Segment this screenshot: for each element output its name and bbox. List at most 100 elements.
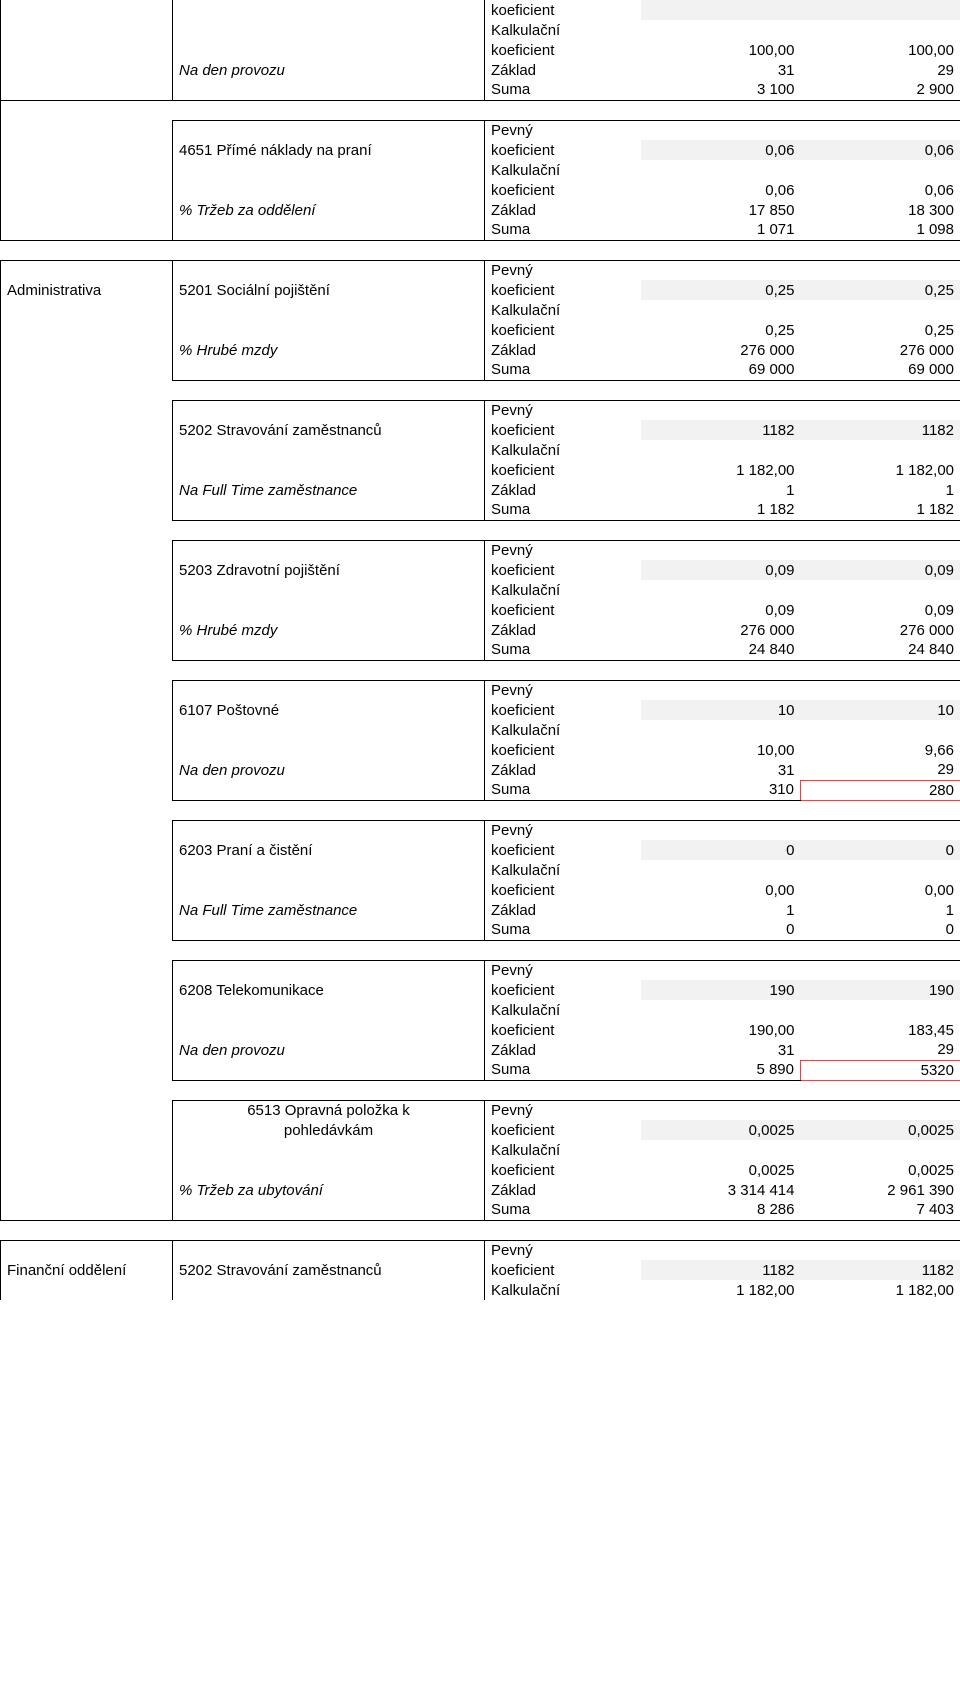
metric-label: Základ <box>485 1040 641 1060</box>
account-title: 5203 Zdravotní pojištění <box>173 560 485 580</box>
metric-label: koeficient <box>485 420 641 440</box>
value-cell: 29 <box>801 760 960 780</box>
value-cell: 1 182,00 <box>641 460 801 480</box>
metric-label: Suma <box>485 220 641 240</box>
value-cell: 0,25 <box>801 320 960 340</box>
value-cell: 10 <box>641 700 801 720</box>
value-cell: 0,09 <box>641 600 801 620</box>
metric-label: koeficient <box>485 140 641 160</box>
value-cell: 31 <box>641 1040 801 1060</box>
value-cell: 190 <box>641 980 801 1000</box>
cell-blank <box>1 0 173 20</box>
metric-label: koeficient <box>485 840 641 860</box>
value-cell: 1 182,00 <box>641 1280 801 1300</box>
value-cell: 0,06 <box>641 180 801 200</box>
metric-label: koeficient <box>485 280 641 300</box>
metric-label: Suma <box>485 1060 641 1080</box>
value-cell: 276 000 <box>801 620 960 640</box>
value-cell: 1182 <box>641 420 801 440</box>
highlighted-cell: 5320 <box>801 1060 960 1080</box>
value-cell: 69 000 <box>801 360 960 380</box>
value-cell: 1 <box>801 480 960 500</box>
metric-label: koeficient <box>485 1120 641 1140</box>
value-cell: 276 000 <box>641 620 801 640</box>
value-cell: 0,25 <box>641 320 801 340</box>
metric-label: koeficient <box>485 1160 641 1180</box>
value-cell: 0,0025 <box>641 1160 801 1180</box>
metric-label: koeficient <box>485 560 641 580</box>
row-driver: Na den provozu <box>173 60 485 80</box>
metric-label: Kalkulační <box>485 1000 641 1020</box>
value-cell: 0,09 <box>641 560 801 580</box>
value-cell: 1 098 <box>801 220 960 240</box>
value-cell: 17 850 <box>641 200 801 220</box>
metric-label: koeficient <box>485 0 641 20</box>
value-cell: 100,00 <box>801 40 960 60</box>
value-cell: 310 <box>641 780 801 800</box>
value-cell: 1 182,00 <box>801 1280 960 1300</box>
metric-label: Základ <box>485 340 641 360</box>
value-cell <box>641 0 801 20</box>
highlighted-cell: 280 <box>801 780 960 800</box>
metric-label: koeficient <box>485 600 641 620</box>
metric-label: Kalkulační <box>485 720 641 740</box>
row-driver: % Tržeb za ubytování <box>173 1180 485 1200</box>
metric-label: Základ <box>485 60 641 80</box>
metric-label: Kalkulační <box>485 440 641 460</box>
value-cell: 31 <box>641 760 801 780</box>
value-cell: 190 <box>801 980 960 1000</box>
row-driver: Na den provozu <box>173 760 485 780</box>
value-cell <box>801 0 960 20</box>
value-cell: 24 840 <box>641 640 801 660</box>
metric-label: koeficient <box>485 180 641 200</box>
value-cell: 18 300 <box>801 200 960 220</box>
value-cell: 0,0025 <box>801 1160 960 1180</box>
row-driver: % Tržeb za oddělení <box>173 200 485 220</box>
value-cell: 0,00 <box>801 880 960 900</box>
cost-table: koeficient Kalkulační koeficient 100,00 … <box>0 0 960 1300</box>
value-cell: 1182 <box>801 420 960 440</box>
value-cell: 1182 <box>801 1260 960 1280</box>
value-cell: 1 <box>641 900 801 920</box>
value-cell: 10,00 <box>641 740 801 760</box>
cell-blank <box>1 260 173 280</box>
value-cell: 9,66 <box>801 740 960 760</box>
metric-label: Základ <box>485 200 641 220</box>
metric-label: Pevný <box>485 1100 641 1120</box>
metric-label: Pevný <box>485 680 641 700</box>
metric-label: Základ <box>485 620 641 640</box>
value-cell: 1 <box>641 480 801 500</box>
metric-label: koeficient <box>485 40 641 60</box>
metric-label: Suma <box>485 640 641 660</box>
row-driver: Na Full Time zaměstnance <box>173 900 485 920</box>
value-cell: 190,00 <box>641 1020 801 1040</box>
value-cell: 0,09 <box>801 600 960 620</box>
value-cell: 7 403 <box>801 1200 960 1220</box>
value-cell: 5 890 <box>641 1060 801 1080</box>
metric-label: Suma <box>485 500 641 520</box>
value-cell: 1 071 <box>641 220 801 240</box>
metric-label: koeficient <box>485 320 641 340</box>
metric-label: Pevný <box>485 540 641 560</box>
metric-label: Kalkulační <box>485 20 641 40</box>
metric-label: Suma <box>485 780 641 800</box>
value-cell: 0,0025 <box>641 1120 801 1140</box>
metric-label: koeficient <box>485 740 641 760</box>
value-cell: 0,25 <box>801 280 960 300</box>
metric-label: koeficient <box>485 700 641 720</box>
value-cell: 0,06 <box>641 140 801 160</box>
value-cell: 0,06 <box>801 140 960 160</box>
metric-label: Základ <box>485 900 641 920</box>
metric-label: Pevný <box>485 820 641 840</box>
value-cell: 183,45 <box>801 1020 960 1040</box>
metric-label: Základ <box>485 480 641 500</box>
account-title: 5201 Sociální pojištění <box>173 280 485 300</box>
value-cell: 1 <box>801 900 960 920</box>
metric-label: koeficient <box>485 880 641 900</box>
metric-label: Pevný <box>485 120 641 140</box>
value-cell: 0,09 <box>801 560 960 580</box>
value-cell: 8 286 <box>641 1200 801 1220</box>
cell-blank <box>173 0 485 20</box>
account-title: 5202 Stravování zaměstnanců <box>173 420 485 440</box>
value-cell: 1 182 <box>641 500 801 520</box>
